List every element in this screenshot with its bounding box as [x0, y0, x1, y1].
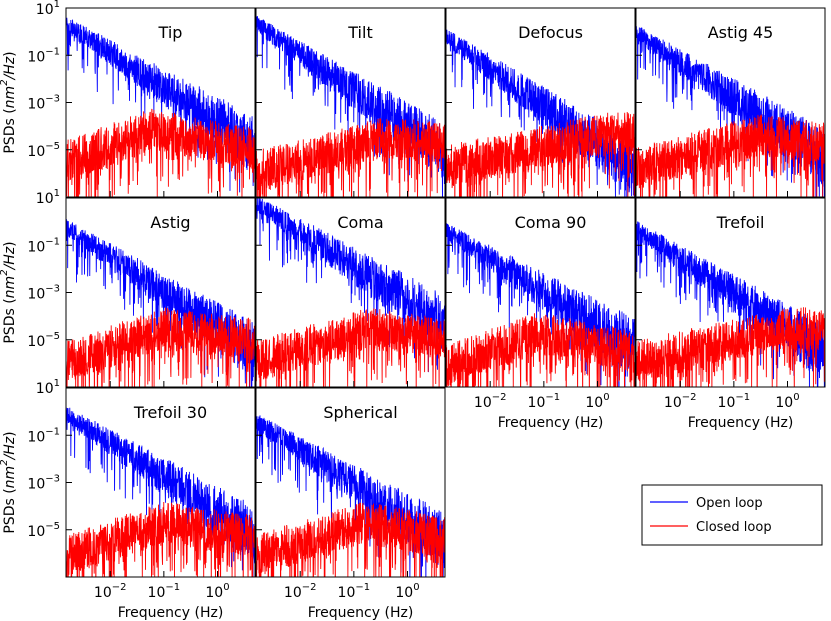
panel-title: Astig 45 [708, 23, 774, 42]
y-tick-label: 10−3 [27, 94, 60, 113]
x-tick-label: 10−1 [718, 392, 751, 411]
panel-title: Astig [150, 213, 190, 232]
panel-tip: Tip 101 10−1 10−3 10−5 101 [27, 0, 256, 207]
x-tick-label: 100 [395, 582, 419, 601]
panel-trefoil: Trefoil 10−2 10−1 100 Frequency (Hz) [635, 197, 826, 431]
x-axis-label: Frequency (Hz) [118, 605, 224, 621]
series-open-loop [66, 17, 255, 193]
y-axis-labels: PSDs (nm2/Hz) PSDs (nm2/Hz) PSDs (nm2/Hz) [0, 51, 18, 533]
legend-label-open-loop: Open loop [696, 496, 763, 511]
x-axis-label: Frequency (Hz) [688, 415, 794, 431]
panel-tilt: Tilt [255, 7, 446, 198]
panel-title: Trefoil [716, 213, 765, 232]
x-tick-label: 10−1 [528, 392, 561, 411]
series-closed-loop [66, 502, 255, 577]
y-axis-label: PSDs (nm2/Hz) [0, 241, 18, 343]
y-axis-label: PSDs (nm2/Hz) [0, 431, 18, 533]
x-tick-label: 10−2 [474, 392, 507, 411]
legend: Open loop Closed loop [641, 484, 823, 546]
series-open-loop [446, 29, 635, 197]
series-closed-loop [256, 308, 445, 387]
series-closed-loop [446, 112, 635, 197]
y-tick-label: 10−1 [27, 236, 60, 255]
series-open-loop [256, 198, 445, 373]
panel-coma: Coma [255, 197, 446, 388]
y-tick-label: 10−5 [27, 521, 60, 540]
x-tick-label: 10−2 [94, 582, 127, 601]
panel-title: Coma [337, 213, 383, 232]
y-tick-label: 101 [36, 378, 60, 397]
panel-defocus: Defocus [445, 7, 636, 198]
series-open-loop [636, 26, 825, 197]
series-closed-loop [446, 313, 635, 387]
series-closed-loop [256, 502, 445, 577]
x-tick-label: 100 [775, 392, 799, 411]
panel-spherical: Spherical 10−2 10−1 100 Frequency (Hz) [255, 387, 446, 621]
panel-title: Spherical [323, 403, 397, 422]
panel-title: Tilt [347, 23, 372, 42]
panels-group: Tip 101 10−1 10−3 10−5 101 Tilt Defocus Astig 45… [27, 0, 826, 621]
panel-astig: Astig 10−1 10−3 10−5 101 [27, 197, 256, 397]
legend-frame [641, 484, 823, 546]
series-closed-loop [66, 108, 255, 197]
panel-title: Trefoil 30 [133, 403, 207, 422]
series-open-loop [66, 407, 255, 577]
panel-title: Coma 90 [515, 213, 587, 232]
x-tick-label: 10−1 [338, 582, 371, 601]
y-tick-label: 10−3 [27, 284, 60, 303]
x-tick-label: 10−2 [284, 582, 317, 601]
x-tick-label: 10−2 [664, 392, 697, 411]
series-closed-loop [256, 118, 445, 197]
y-tick-label: 101 [36, 0, 60, 18]
series-open-loop [256, 415, 445, 577]
x-tick-label: 10−1 [148, 582, 181, 601]
panel-astig-45: Astig 45 [635, 7, 826, 198]
y-tick-label: 10−3 [27, 474, 60, 493]
x-tick-label: 100 [585, 392, 609, 411]
panel-coma-90: Coma 90 10−2 10−1 100 Frequency (Hz) [445, 197, 636, 431]
y-tick-label: 10−5 [27, 141, 60, 160]
y-axis-label: PSDs (nm2/Hz) [0, 51, 18, 153]
panel-trefoil-30: Trefoil 30 10−1 10−3 10−5 10−2 10−1 100 Frequen… [27, 387, 256, 621]
y-tick-label: 10−1 [27, 46, 60, 65]
x-tick-label: 100 [205, 582, 229, 601]
series-closed-loop [636, 307, 825, 387]
series-closed-loop [636, 114, 825, 197]
series-closed-loop [66, 307, 255, 387]
y-tick-label: 10−1 [27, 426, 60, 445]
panel-title: Tip [158, 23, 183, 42]
panel-title: Defocus [518, 23, 583, 42]
legend-label-closed-loop: Closed loop [696, 520, 772, 535]
x-axis-label: Frequency (Hz) [308, 605, 414, 621]
y-tick-label: 101 [36, 188, 60, 207]
x-axis-label: Frequency (Hz) [498, 415, 604, 431]
y-tick-label: 10−5 [27, 331, 60, 350]
